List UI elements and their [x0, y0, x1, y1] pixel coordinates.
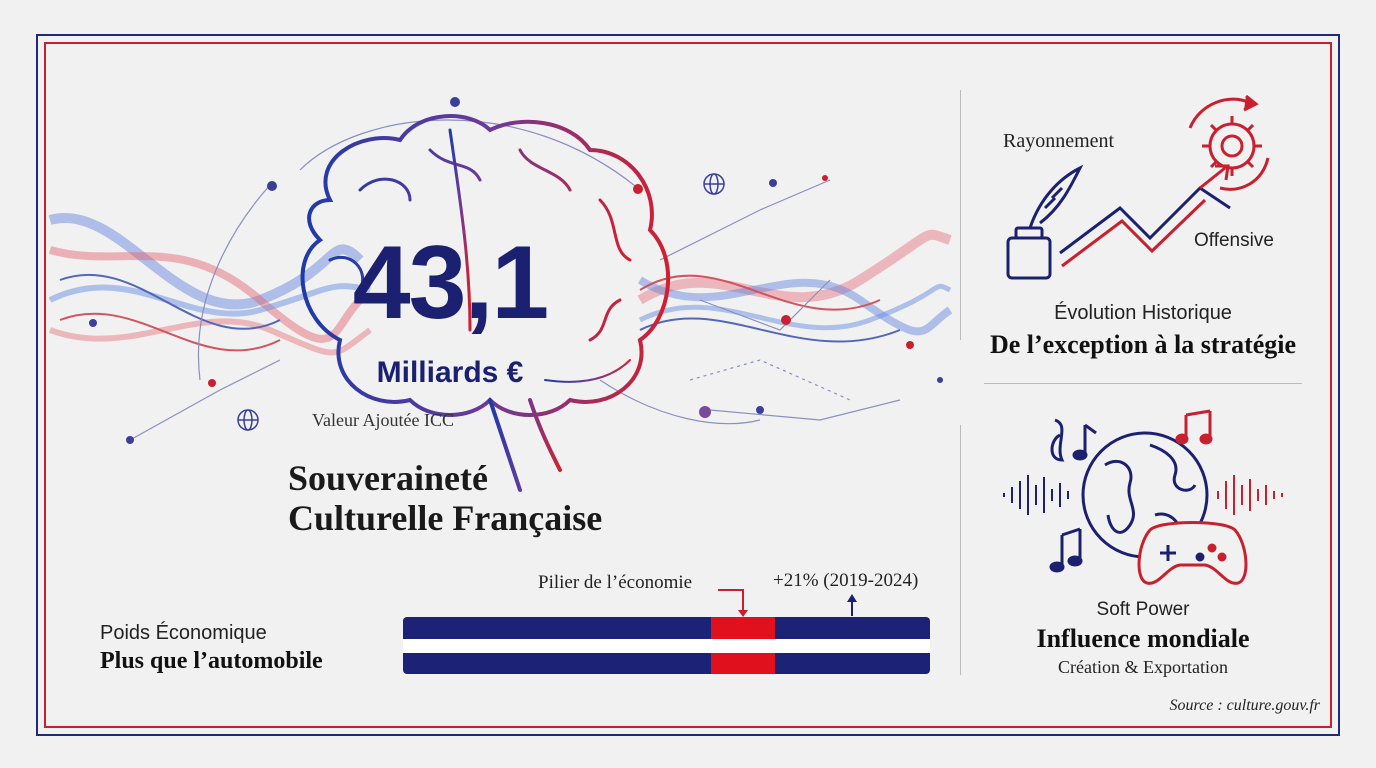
outer-frame	[36, 34, 1340, 736]
sound-wave-icon	[1003, 475, 1283, 515]
vertical-divider	[960, 425, 961, 675]
tricolor-bar	[403, 617, 930, 674]
tricolor-red-white-band	[711, 639, 775, 653]
pointer-arrows-icon	[718, 589, 857, 617]
hero-caption: Valeur Ajoutée ICC	[312, 410, 454, 430]
soft-power-subtitle: Création & Exportation	[1058, 657, 1228, 677]
evolution-icon	[1006, 94, 1270, 280]
soft-power-icon	[1003, 409, 1283, 585]
hero-unit: Milliards €	[376, 356, 524, 389]
network-dot-icon	[89, 97, 943, 444]
gamepad-icon	[1137, 521, 1248, 585]
hero-value: 43,1	[352, 225, 549, 341]
right-wave-icon	[637, 229, 953, 343]
rising-arrow-icon	[1059, 164, 1231, 268]
vertical-divider	[960, 90, 961, 340]
headline-line-2: Culturelle Française	[288, 498, 603, 538]
quill-inkwell-icon	[1006, 164, 1084, 280]
headline-line-1: Souveraineté	[288, 458, 488, 498]
soft-power-value: Influence mondiale	[1036, 624, 1250, 653]
tricolor-white-band	[403, 639, 930, 653]
page-title: Souveraineté Culturelle Française	[288, 458, 602, 538]
horizontal-divider	[984, 383, 1302, 384]
gear-icon	[1188, 94, 1270, 191]
evolution-title: Évolution Historique	[1054, 302, 1232, 324]
evolution-top-label: Rayonnement	[1003, 130, 1115, 152]
network-icon	[129, 119, 901, 441]
evolution-value: De l’exception à la stratégie	[989, 330, 1297, 359]
music-note-icon	[1049, 409, 1213, 573]
brain-icon	[300, 114, 671, 492]
soft-power-title: Soft Power	[1096, 599, 1190, 620]
growth-label: +21% (2019-2024)	[773, 570, 919, 591]
pillar-label: Pilier de l’économie	[538, 572, 693, 593]
economic-label: Poids Économique	[100, 622, 267, 644]
economic-value: Plus que l’automobile	[100, 648, 323, 674]
inner-frame	[44, 42, 1332, 728]
source-credit: Source : culture.gouv.fr	[1169, 697, 1320, 714]
globe-network-icon	[237, 173, 725, 431]
evolution-right-label: Offensive	[1194, 230, 1274, 251]
